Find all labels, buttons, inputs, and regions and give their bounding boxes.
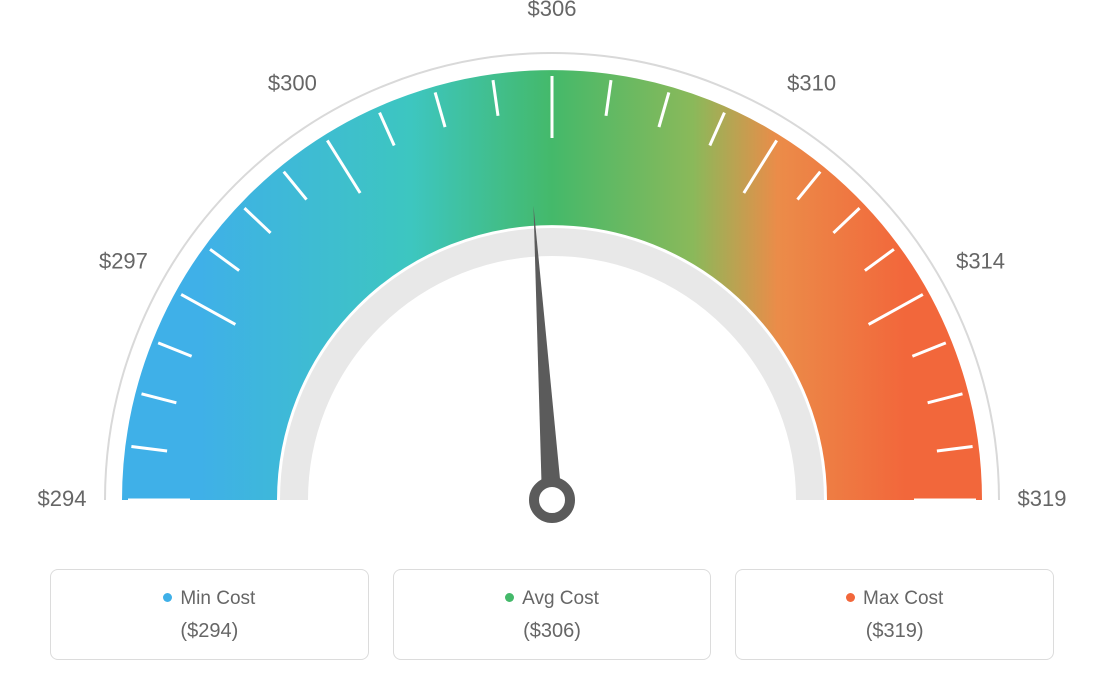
dot-min-icon — [163, 593, 172, 602]
gauge-tick-label: $306 — [528, 0, 577, 21]
gauge-tick-label: $300 — [268, 70, 317, 95]
gauge-hub — [534, 482, 570, 518]
legend-max-value: ($319) — [746, 620, 1043, 643]
legend-avg-label: Avg Cost — [404, 588, 701, 610]
legend-max: Max Cost ($319) — [735, 569, 1054, 660]
legend-avg: Avg Cost ($306) — [393, 569, 712, 660]
legend-min-value: ($294) — [61, 620, 358, 643]
cost-gauge-chart: $294 $297 $300 $306 $310 $314 $319 Min Cost ($… — [0, 0, 1104, 690]
legend-max-label-text: Max Cost — [863, 588, 943, 609]
legend-min: Min Cost ($294) — [50, 569, 369, 660]
dot-max-icon — [846, 593, 855, 602]
legend-max-label: Max Cost — [746, 588, 1043, 610]
gauge-tick-label: $310 — [787, 70, 836, 95]
legend-min-label-text: Min Cost — [180, 588, 255, 609]
gauge-tick-label: $297 — [99, 248, 148, 273]
gauge-tick-label: $314 — [956, 248, 1005, 273]
gauge-area: $294 $297 $300 $306 $310 $314 $319 — [0, 0, 1104, 560]
gauge-tick-label: $319 — [1018, 486, 1067, 511]
gauge-svg: $294 $297 $300 $306 $310 $314 $319 — [0, 0, 1104, 560]
legend-avg-label-text: Avg Cost — [522, 588, 599, 609]
dot-avg-icon — [505, 593, 514, 602]
legend-row: Min Cost ($294) Avg Cost ($306) Max Cost… — [50, 569, 1054, 660]
legend-avg-value: ($306) — [404, 620, 701, 643]
gauge-tick-label: $294 — [38, 486, 87, 511]
legend-min-label: Min Cost — [61, 588, 358, 610]
